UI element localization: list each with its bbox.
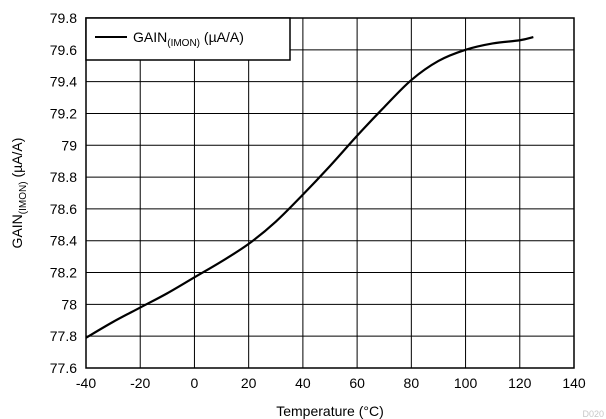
y-tick-label: 78.4 [50,233,77,249]
y-tick-label: 77.6 [50,360,77,376]
x-tick-label: 20 [241,375,257,391]
y-axis-title: GAIN(IMON) (µA/A) [9,138,29,249]
grid [85,17,575,369]
x-axis-ticks: -40 -20 0 20 40 60 80 100 120 140 [76,375,586,391]
y-axis-title-unit: (µA/A) [9,138,25,182]
y-tick-label: 79.8 [50,10,77,26]
y-tick-label: 77.8 [50,328,77,344]
x-tick-label: -40 [76,375,96,391]
y-tick-label: 79.4 [50,74,77,90]
x-tick-label: 80 [404,375,420,391]
y-tick-label: 79.2 [50,105,77,121]
x-tick-label: 140 [562,375,586,391]
legend-entry-unit: (µA/A) [200,29,244,45]
x-axis-title: Temperature (°C) [276,403,384,419]
x-tick-label: 40 [295,375,311,391]
y-tick-label: 78.8 [50,169,77,185]
series-layer [85,36,534,339]
series-line [85,36,534,339]
figure-id-watermark: D020 [582,409,604,419]
y-axis-ticks: 77.6 77.8 78 78.2 78.4 78.6 78.8 79 79.2 79.4 79.6… [50,10,77,376]
x-tick-label: 60 [349,375,365,391]
legend-entry-sub: (IMON) [167,38,200,49]
x-tick-label: -20 [130,375,150,391]
y-tick-label: 78 [61,296,77,312]
legend-entry-main: GAIN [133,29,167,45]
y-tick-label: 79.6 [50,42,77,58]
y-tick-label: 78.6 [50,201,77,217]
plot-frame [85,17,575,369]
y-tick-label: 79 [61,137,77,153]
y-axis-title-sub: (IMON) [18,181,29,214]
x-tick-label: 0 [191,375,199,391]
x-tick-label: 120 [508,375,532,391]
legend-entry: GAIN(IMON) (µA/A) [133,29,244,49]
x-tick-label: 100 [454,375,478,391]
legend: GAIN(IMON) (µA/A) [85,17,291,61]
legend-box [85,17,291,61]
y-tick-label: 78.2 [50,265,77,281]
y-axis-title-main: GAIN [9,214,25,248]
